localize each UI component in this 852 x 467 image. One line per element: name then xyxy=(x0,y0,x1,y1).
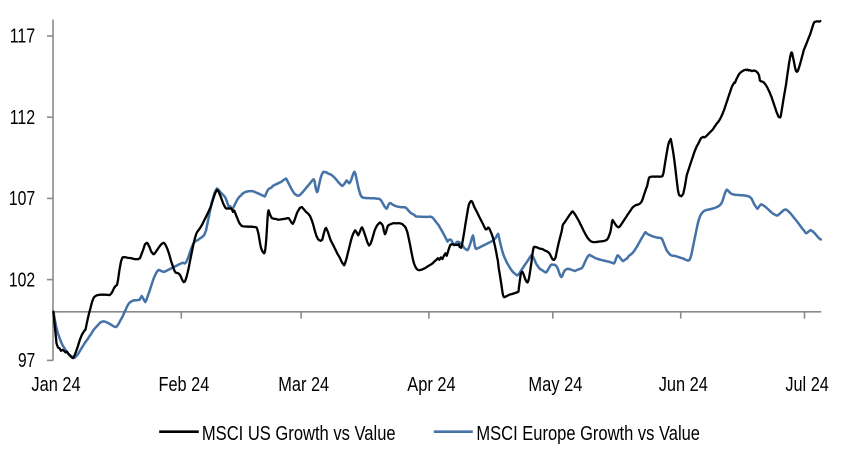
svg-text:117: 117 xyxy=(10,26,36,48)
svg-text:112: 112 xyxy=(10,107,36,129)
svg-text:Jun 24: Jun 24 xyxy=(659,374,708,396)
svg-text:Jan 24: Jan 24 xyxy=(31,374,80,396)
svg-text:MSCI US Growth vs Value: MSCI US Growth vs Value xyxy=(202,423,396,445)
svg-text:Apr 24: Apr 24 xyxy=(407,374,455,396)
svg-text:102: 102 xyxy=(9,269,35,291)
svg-text:MSCI Europe Growth vs Value: MSCI Europe Growth vs Value xyxy=(476,423,700,445)
svg-text:May 24: May 24 xyxy=(528,374,582,396)
svg-text:97: 97 xyxy=(18,350,35,372)
svg-text:Jul 24: Jul 24 xyxy=(785,374,829,396)
svg-text:107: 107 xyxy=(9,188,35,210)
svg-text:Mar 24: Mar 24 xyxy=(278,374,329,396)
svg-text:Feb 24: Feb 24 xyxy=(159,374,210,396)
